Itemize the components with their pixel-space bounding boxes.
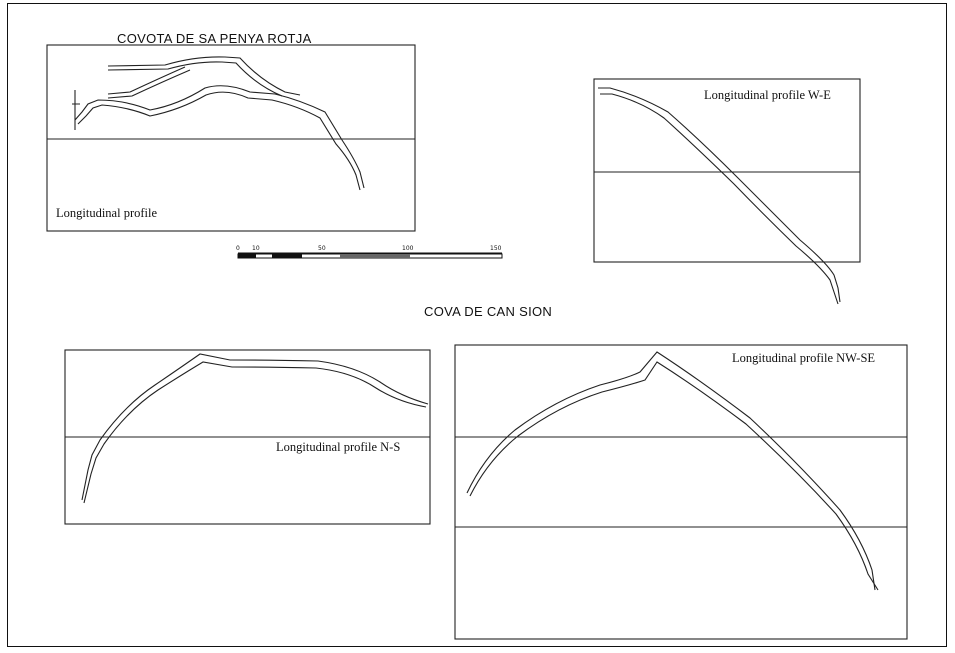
- cave-outline-upper-inner: [107, 61, 283, 97]
- cave-outline-ns: [81, 353, 429, 501]
- scale-tick-150: 150: [490, 245, 502, 252]
- cave-outline-main-inner: [77, 91, 361, 191]
- scale-bar: 0 10 50 100 150: [236, 245, 503, 259]
- cave-outline-main: [74, 85, 365, 189]
- cave-outline-we-inner: [600, 93, 839, 305]
- site-title-can-sion: COVA DE CAN SION: [424, 304, 553, 319]
- cave-outline-branch: [107, 66, 186, 95]
- cave-outline-ns-inner: [83, 361, 427, 504]
- site-title-penya-rotja: COVOTA DE SA PENYA ROTJA: [117, 31, 312, 46]
- cave-outline-nwse-inner: [469, 361, 879, 591]
- scale-tick-10: 10: [252, 245, 260, 252]
- scale-tick-50: 50: [318, 245, 326, 252]
- panel-penya-rotja-profile: [46, 44, 416, 232]
- panel-we-profile: [593, 78, 861, 305]
- cave-outline-we: [598, 87, 841, 303]
- panel-nwse-profile: [454, 344, 908, 640]
- cave-outline-branch-inner: [107, 69, 191, 99]
- figure-frame: [7, 3, 947, 647]
- label-longitudinal-profile: Longitudinal profile: [56, 206, 158, 220]
- cave-outline-upper: [107, 56, 301, 96]
- cave-entrance: [72, 90, 80, 130]
- scale-tick-100: 100: [402, 245, 414, 252]
- cave-outline-nwse: [466, 351, 876, 591]
- scale-tick-0: 0: [236, 245, 240, 252]
- panel-ns-profile: [64, 349, 431, 525]
- label-profile-we: Longitudinal profile W-E: [704, 88, 831, 102]
- label-profile-nwse: Longitudinal profile NW-SE: [732, 351, 876, 365]
- label-profile-ns: Longitudinal profile N-S: [276, 440, 401, 454]
